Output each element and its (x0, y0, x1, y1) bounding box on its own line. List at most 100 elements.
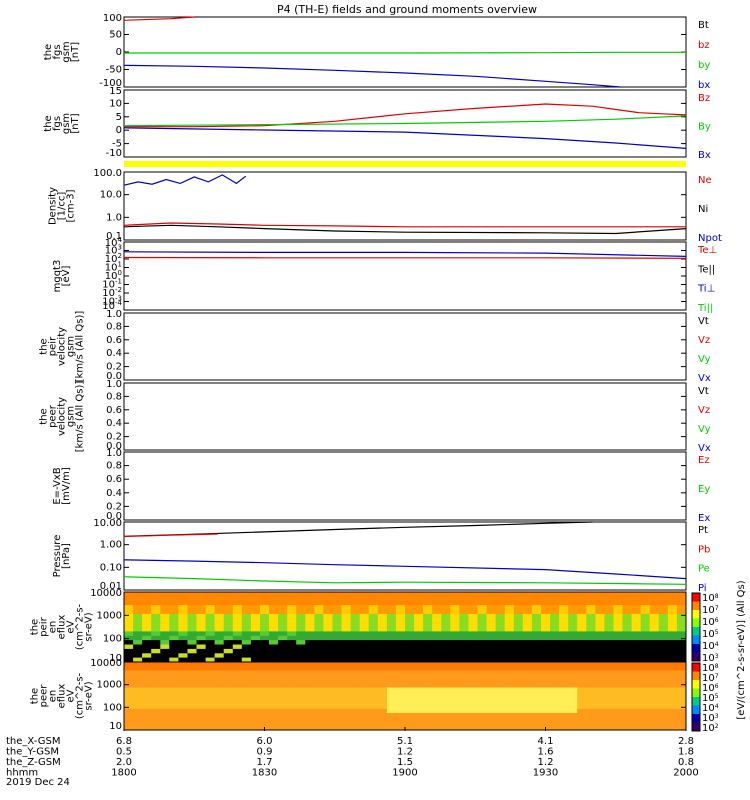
heatmap-cell (577, 666, 587, 671)
heatmap-cell (341, 670, 351, 676)
y-tick-label: 0.0 (106, 441, 122, 452)
heatmap-cell (287, 674, 297, 680)
heatmap-cell (423, 691, 433, 697)
heatmap-cell (522, 613, 533, 619)
heatmap-cell (541, 622, 551, 628)
heatmap-cell (305, 670, 315, 676)
heatmap-cell (513, 605, 524, 610)
heatmap-cell (658, 683, 669, 688)
colorbar-cell (692, 627, 700, 630)
heatmap-cell (269, 674, 279, 680)
heatmap-cell (187, 596, 197, 602)
heatmap-cell (559, 717, 569, 722)
heatmap-cell (667, 613, 678, 619)
heatmap-cell (205, 721, 216, 727)
heatmap-cell (595, 725, 605, 731)
heatmap-cell (160, 713, 170, 718)
colorbar-cell (692, 700, 700, 703)
heatmap-cell (604, 725, 614, 731)
heatmap-cell (513, 644, 524, 650)
heatmap-cell (314, 704, 324, 710)
heatmap-cell (450, 708, 460, 714)
heatmap-cell (269, 683, 279, 688)
y-axis-label: [nPa] (61, 543, 72, 569)
heatmap-cell (160, 596, 170, 602)
heatmap-cell (577, 613, 587, 619)
heatmap-cell (142, 648, 152, 654)
heatmap-cell (595, 605, 605, 610)
heatmap-cell (640, 596, 651, 602)
heatmap-cell (241, 644, 252, 650)
colorbar-cell (692, 674, 700, 678)
heatmap-cell (522, 640, 533, 645)
heatmap-cell (305, 708, 315, 714)
heatmap-cell (595, 644, 605, 650)
heatmap-cell (477, 725, 487, 731)
heatmap-cell (504, 687, 515, 693)
heatmap-cell (559, 700, 569, 705)
heatmap-cell (649, 640, 660, 645)
heatmap-cell (504, 648, 515, 654)
heatmap-cell (577, 635, 587, 641)
heatmap-cell (640, 670, 651, 676)
heatmap-cell (568, 653, 578, 659)
heatmap-cell (232, 605, 243, 610)
heatmap-cell (133, 609, 143, 615)
heatmap-cell (359, 592, 370, 597)
heatmap-cell (296, 653, 306, 659)
heatmap-cell (658, 717, 669, 722)
heatmap-cell (151, 644, 161, 650)
heatmap-cell (658, 696, 669, 701)
heatmap-cell (223, 679, 234, 684)
heatmap-cell (214, 713, 225, 718)
heatmap-cell (305, 674, 315, 680)
heatmap-cell (649, 721, 660, 727)
heatmap-cell (468, 622, 478, 628)
heatmap-cell (151, 635, 161, 641)
heatmap-cell (414, 674, 424, 680)
heatmap-cell (631, 657, 642, 663)
legend-entry: Ey (698, 484, 710, 495)
heatmap-cell (232, 653, 243, 659)
colorbar-tick: 108 (702, 663, 719, 674)
heatmap-cell (486, 700, 497, 705)
y-axis-label: [eV] (61, 266, 72, 287)
heatmap-cell (287, 725, 297, 731)
heatmap-cell (196, 683, 206, 688)
heatmap-cell (441, 600, 451, 606)
heatmap-cell (640, 717, 651, 722)
heatmap-cell (595, 662, 605, 667)
heatmap-cell (459, 666, 469, 671)
heatmap-cell (178, 670, 188, 676)
heatmap-cell (332, 648, 342, 654)
heatmap-cell (541, 717, 551, 722)
heatmap-cell (450, 683, 460, 688)
heatmap-cell (187, 708, 197, 714)
heatmap-cell (223, 713, 234, 718)
heatmap-cell (395, 605, 406, 610)
heatmap-cell (504, 631, 515, 637)
heatmap-cell (649, 662, 660, 667)
heatmap-cell (332, 600, 342, 606)
heatmap-cell (341, 666, 351, 671)
heatmap-cell (368, 717, 379, 722)
heatmap-cell (241, 657, 252, 663)
y-tick-label: 0.0 (106, 511, 122, 522)
heatmap-cell (178, 683, 188, 688)
legend-entry: Pb (698, 544, 710, 555)
heatmap-cell (477, 670, 487, 676)
heatmap-cell (405, 717, 415, 722)
heatmap-cell (386, 657, 397, 663)
heatmap-cell (577, 713, 587, 718)
heatmap-cell (305, 609, 315, 615)
heatmap-cell (432, 631, 442, 637)
heatmap-cell (414, 596, 424, 602)
colorbar-cell (692, 705, 700, 708)
heatmap-cell (260, 613, 270, 619)
heatmap-cell (214, 662, 225, 667)
heatmap-cell (323, 670, 333, 676)
heatmap-cell (287, 713, 297, 718)
heatmap-cell (205, 725, 216, 731)
heatmap-cell (432, 704, 442, 710)
heatmap-cell (232, 596, 243, 602)
